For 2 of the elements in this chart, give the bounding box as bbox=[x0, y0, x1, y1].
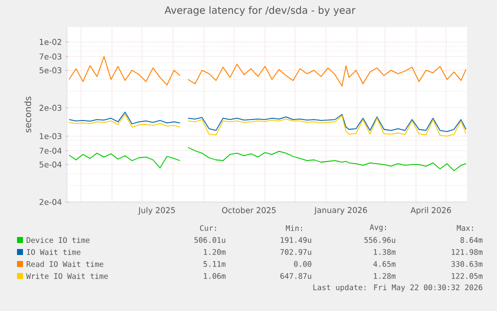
y-axis-title: seconds bbox=[24, 96, 32, 132]
chart-title: Average latency for /dev/sda - by year bbox=[164, 6, 356, 16]
